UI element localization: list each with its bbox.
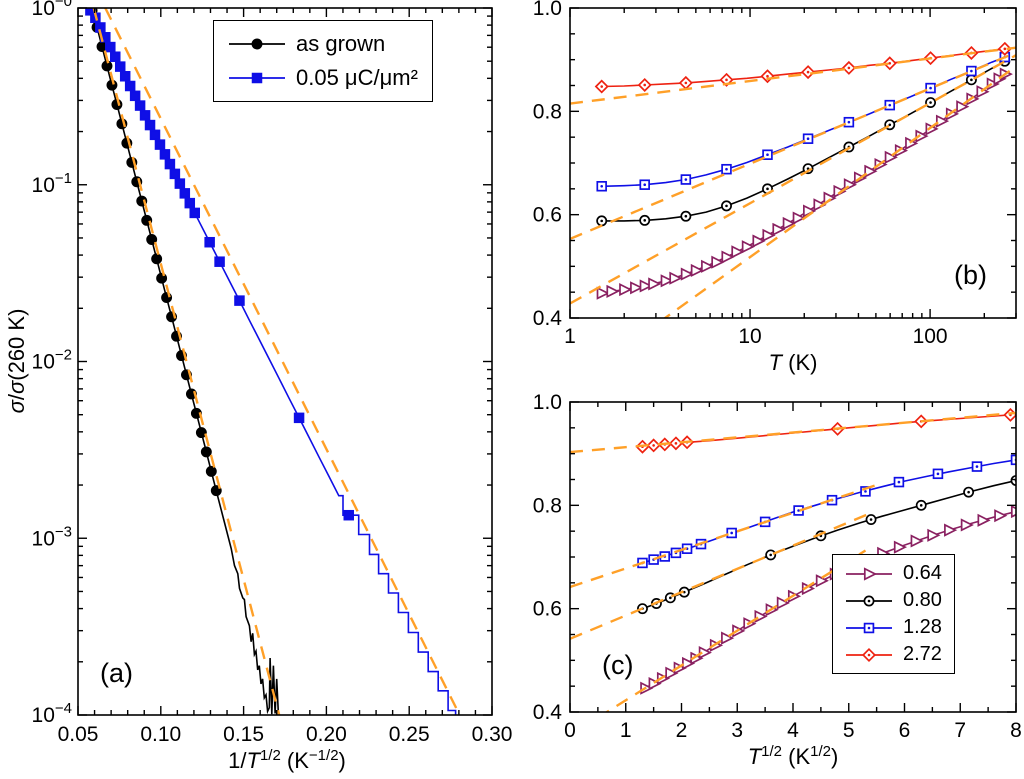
fit-line <box>570 51 1016 241</box>
panel-b: 1 10 100 0.4 0.6 0.8 1.0 T (K) (b) <box>530 0 1024 390</box>
x-tick-labels: 1 10 100 <box>564 325 947 348</box>
svg-text:3: 3 <box>731 719 743 742</box>
svg-text:0.6: 0.6 <box>533 598 562 621</box>
svg-text:10−1: 10−1 <box>32 170 72 197</box>
panel-a-plot: 0.05 0.10 0.15 0.20 0.25 0.30 10−0 10−1 10−2 10−3… <box>4 0 513 773</box>
diamond-marker-icon <box>846 647 892 662</box>
svg-text:8: 8 <box>1010 719 1022 742</box>
legend-entry: 1.28 <box>845 616 942 639</box>
legend-entry: as grown <box>228 31 418 57</box>
svg-text:0.10: 0.10 <box>140 723 181 746</box>
fit-line <box>570 510 875 640</box>
fit-line <box>663 65 1016 318</box>
svg-text:0.20: 0.20 <box>306 723 347 746</box>
svg-text:10−4: 10−4 <box>32 700 72 727</box>
series-markers-1.28 <box>596 51 1011 192</box>
series-line-2.72 <box>639 413 1016 448</box>
fit-line <box>570 481 883 589</box>
fit-line <box>570 54 1016 305</box>
svg-text:5: 5 <box>843 719 855 742</box>
svg-text:0.30: 0.30 <box>472 723 513 746</box>
fit-line <box>92 8 281 715</box>
circle-marker-icon <box>846 595 892 606</box>
legend-entry: 0.80 <box>845 589 942 612</box>
panel-a: 0.05 0.10 0.15 0.20 0.25 0.30 10−0 10−1 10−2 10−3… <box>4 0 513 773</box>
legend-label: 0.64 <box>903 562 942 584</box>
legend-label: 0.05 μC/μm² <box>296 65 418 90</box>
svg-text:6: 6 <box>899 719 911 742</box>
x-tick-labels: 0.05 0.10 0.15 0.20 0.25 0.30 <box>58 723 513 746</box>
fit-line <box>570 411 1016 454</box>
svg-text:0.6: 0.6 <box>533 204 562 227</box>
x-axis-title: T1/2 (K1/2) <box>748 743 839 769</box>
svg-text:0.4: 0.4 <box>533 307 563 330</box>
svg-text:0.25: 0.25 <box>389 723 430 746</box>
fit-line <box>104 8 461 715</box>
legend-label: 2.72 <box>903 643 942 665</box>
legend-c: 0.64 0.80 1.28 2.72 <box>832 554 955 674</box>
x-tick-labels: 0 1 2 3 4 5 6 7 8 <box>564 719 1022 742</box>
svg-text:0.8: 0.8 <box>533 494 562 517</box>
axis-ticks <box>569 7 1017 319</box>
x-axis-title: T (K) <box>769 350 818 375</box>
y-axis-title: σ/σ(260 K) <box>4 309 29 414</box>
panel-label: (b) <box>954 260 987 290</box>
svg-text:1.0: 1.0 <box>533 0 562 20</box>
series-markers-asgrown <box>86 8 222 497</box>
plot-area <box>570 407 1016 712</box>
legend-entry: 2.72 <box>845 643 942 666</box>
fit-line <box>570 46 1016 105</box>
svg-text:10: 10 <box>738 325 761 348</box>
panel-c: 0 1 2 3 4 5 6 7 8 0.4 0.6 0.8 1.0 T1/2 (K1/2) (c) 0.64 0… <box>530 390 1024 779</box>
plot-area <box>570 41 1016 318</box>
svg-text:10−2: 10−2 <box>32 347 72 374</box>
panel-label: (a) <box>100 658 133 688</box>
svg-text:4: 4 <box>787 719 799 742</box>
legend-entry: 0.05 μC/μm² <box>228 65 418 91</box>
y-tick-labels: 0.4 0.6 0.8 1.0 <box>533 391 563 724</box>
svg-text:0: 0 <box>564 719 576 742</box>
series-markers-0.05Cm <box>85 8 355 521</box>
svg-text:0.15: 0.15 <box>223 723 264 746</box>
y-tick-labels: 0.4 0.6 0.8 1.0 <box>533 0 563 330</box>
svg-text:1.0: 1.0 <box>533 391 562 414</box>
plot-frame <box>569 7 1017 319</box>
series-line-2.72 <box>601 48 1005 88</box>
fit-line <box>604 549 867 712</box>
square-marker-icon <box>229 72 285 84</box>
svg-text:10−0: 10−0 <box>32 0 72 20</box>
circle-marker-icon <box>229 38 285 50</box>
panel-label: (c) <box>602 650 633 680</box>
svg-text:10−3: 10−3 <box>32 523 72 550</box>
svg-text:0.4: 0.4 <box>533 701 563 724</box>
svg-text:7: 7 <box>954 719 966 742</box>
series-markers-1.28 <box>637 454 1016 569</box>
legend-label: as grown <box>296 31 386 56</box>
svg-text:100: 100 <box>913 325 948 348</box>
x-axis-title: 1/T1/2 (K−1/2) <box>228 747 346 773</box>
axis-ticks <box>569 401 1017 713</box>
square-marker-icon <box>846 622 892 633</box>
svg-text:0.8: 0.8 <box>533 100 562 123</box>
y-tick-labels: 10−0 10−1 10−2 10−3 10−4 <box>32 0 72 727</box>
series-markers-2.72 <box>635 407 1016 454</box>
svg-text:1: 1 <box>620 719 632 742</box>
legend-label: 0.80 <box>903 589 942 611</box>
axis-ticks <box>77 7 493 716</box>
legend-label: 1.28 <box>903 616 942 638</box>
panel-c-plot: 0 1 2 3 4 5 6 7 8 0.4 0.6 0.8 1.0 T1/2 (K1/2) (c) <box>533 391 1022 769</box>
svg-text:2: 2 <box>676 719 688 742</box>
legend-entry: 0.64 <box>845 562 942 585</box>
plot-area <box>85 8 461 715</box>
panel-b-plot: 1 10 100 0.4 0.6 0.8 1.0 T (K) (b) <box>533 0 1017 375</box>
legend-a: as grown 0.05 μC/μm² <box>213 20 433 102</box>
tri-right-marker-icon <box>846 566 892 581</box>
svg-text:0.05: 0.05 <box>58 723 99 746</box>
svg-text:1: 1 <box>564 325 576 348</box>
series-line-0.64 <box>642 510 1016 691</box>
